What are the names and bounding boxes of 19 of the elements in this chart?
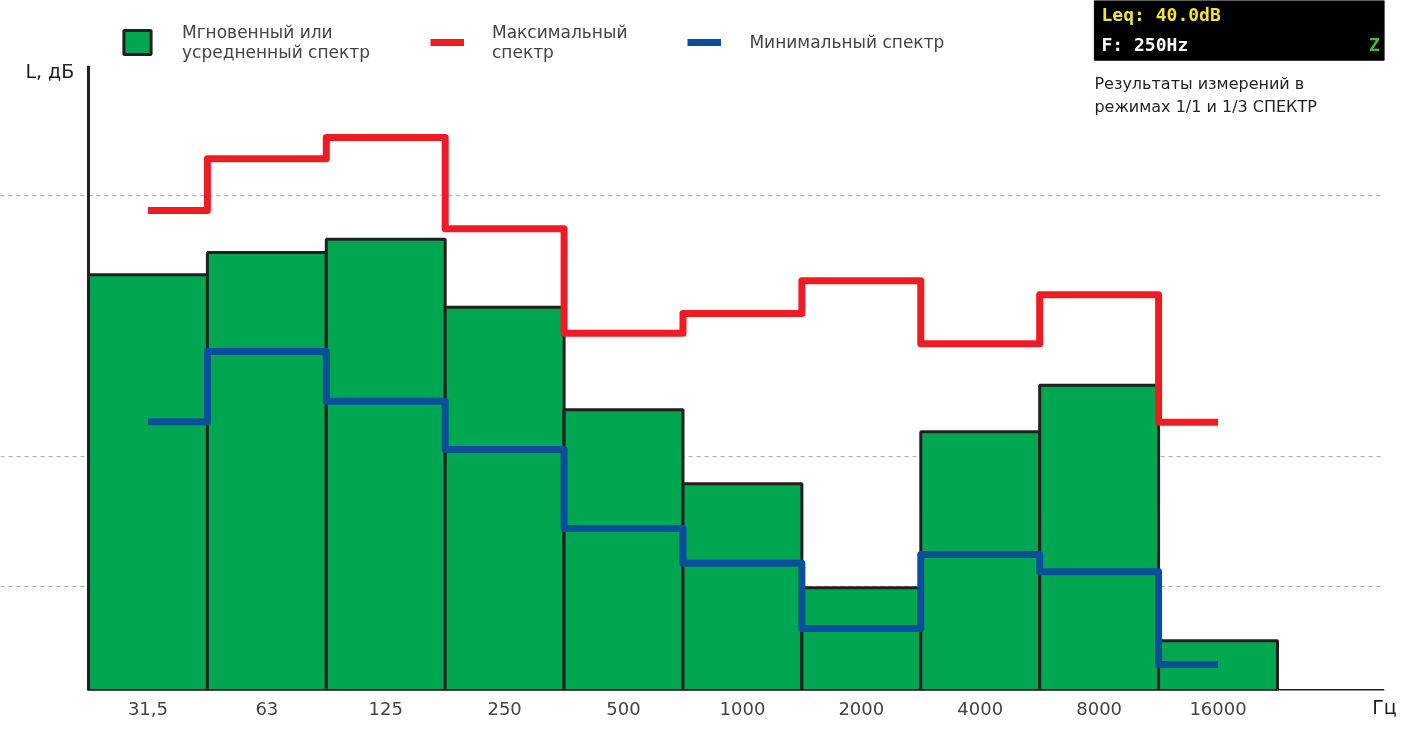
x-tick-label: 4000 [957, 697, 1004, 719]
legend-label: Мгновенный или усредненный спектр [182, 22, 370, 62]
text: Z [1368, 34, 1380, 56]
x-tick-label: 31,5 [127, 697, 168, 719]
x-tick-label: 63 [255, 697, 279, 719]
x-tick-label: 8000 [1076, 697, 1123, 719]
x-tick-label: 16000 [1189, 697, 1247, 719]
x-tick-label: 250 [487, 697, 522, 719]
text: F: 250Hz [1101, 34, 1189, 56]
text: Leq: 40.0dB [1101, 3, 1221, 25]
legend-label: Минимальный спектр [749, 32, 945, 52]
x-tick-label: 500 [606, 697, 641, 719]
x-tick-label: 125 [368, 697, 403, 719]
x-axis-title: Гц [1372, 695, 1397, 718]
y-axis-title: L, дБ [25, 59, 75, 82]
legend-label: Максимальный спектр [491, 22, 628, 62]
text: Результаты измерений в режимах 1/1 и 1/3 СПЕКТР [1094, 74, 1318, 116]
x-tick-label: 1000 [719, 697, 766, 719]
x-tick-label: 2000 [838, 697, 885, 719]
